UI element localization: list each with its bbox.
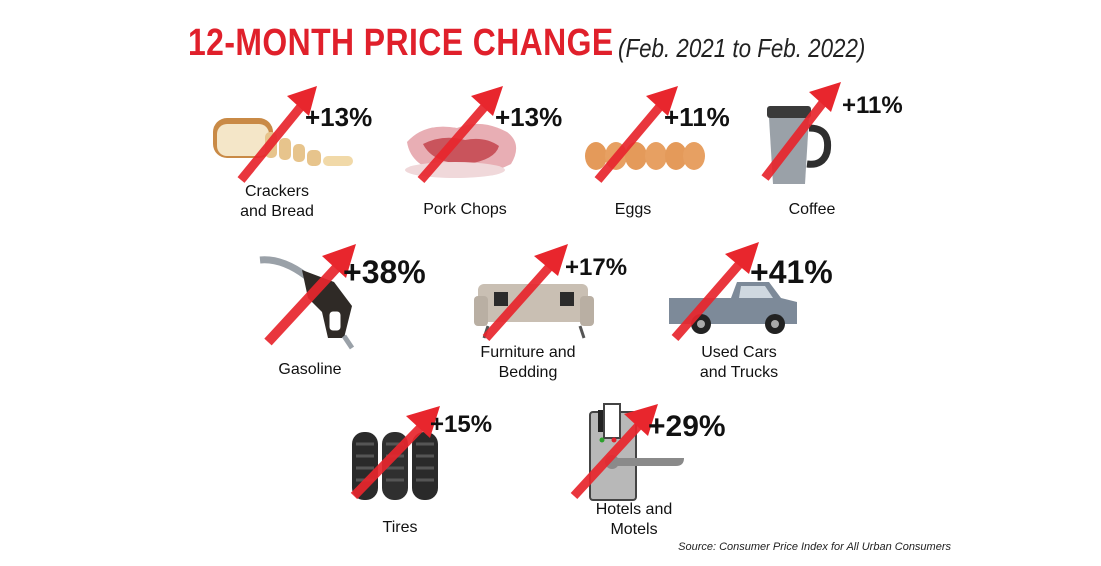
value-label: +29% [648, 410, 726, 443]
arrow-up-icon [264, 244, 356, 346]
item-hotels-and-motels: +29% Hotels and Motels [568, 400, 768, 545]
arrow-up-icon [237, 86, 317, 183]
arrow-up-icon [671, 242, 759, 341]
value-label: +11% [842, 92, 903, 119]
item-eggs: +11% Eggs [578, 80, 758, 230]
value-label: +17% [565, 254, 628, 281]
arrow-up-icon [570, 404, 658, 500]
tires-icon [352, 432, 438, 500]
source-note: Source: Consumer Price Index for All Urb… [678, 541, 951, 553]
arrow-up-icon [761, 82, 841, 181]
arrow-up-icon [594, 86, 678, 183]
category-label: Gasoline [278, 361, 342, 378]
value-label: +13% [305, 102, 373, 132]
item-coffee: +11% Coffee [755, 80, 935, 230]
category-label: Pork Chops [423, 201, 507, 218]
item-tires: +15% Tires [340, 400, 540, 545]
item-pork-chops: +13% Pork Chops [395, 80, 575, 230]
category-label: Eggs [614, 201, 652, 218]
value-label: +38% [343, 254, 426, 290]
item-crackers-and-bread: +13% Crackers and Bread [205, 80, 385, 230]
category-label: Crackers and Bread [240, 183, 314, 220]
category-label: Tires [382, 519, 418, 536]
category-label: Furniture and Bedding [480, 344, 576, 381]
category-label: Coffee [788, 201, 836, 218]
category-label: Used Cars and Trucks [699, 344, 779, 381]
arrow-up-icon [350, 406, 440, 500]
chart-title: 12-MONTH PRICE CHANGE [188, 22, 614, 64]
value-label: +13% [495, 102, 563, 132]
category-label: Hotels and Motels [595, 501, 673, 538]
item-gasoline: +38% Gasoline [252, 240, 452, 390]
value-label: +11% [664, 102, 730, 132]
arrow-up-icon [417, 86, 503, 183]
item-furniture-and-bedding: +17% Furniture and Bedding [472, 240, 672, 390]
arrow-up-icon [482, 244, 568, 341]
item-used-cars-and-trucks: +41% Used Cars and Trucks [665, 240, 865, 390]
bread-icon [213, 118, 353, 166]
chart-subtitle: (Feb. 2021 to Feb. 2022) [618, 33, 866, 63]
value-label: +15% [430, 411, 493, 438]
value-label: +41% [750, 254, 833, 290]
